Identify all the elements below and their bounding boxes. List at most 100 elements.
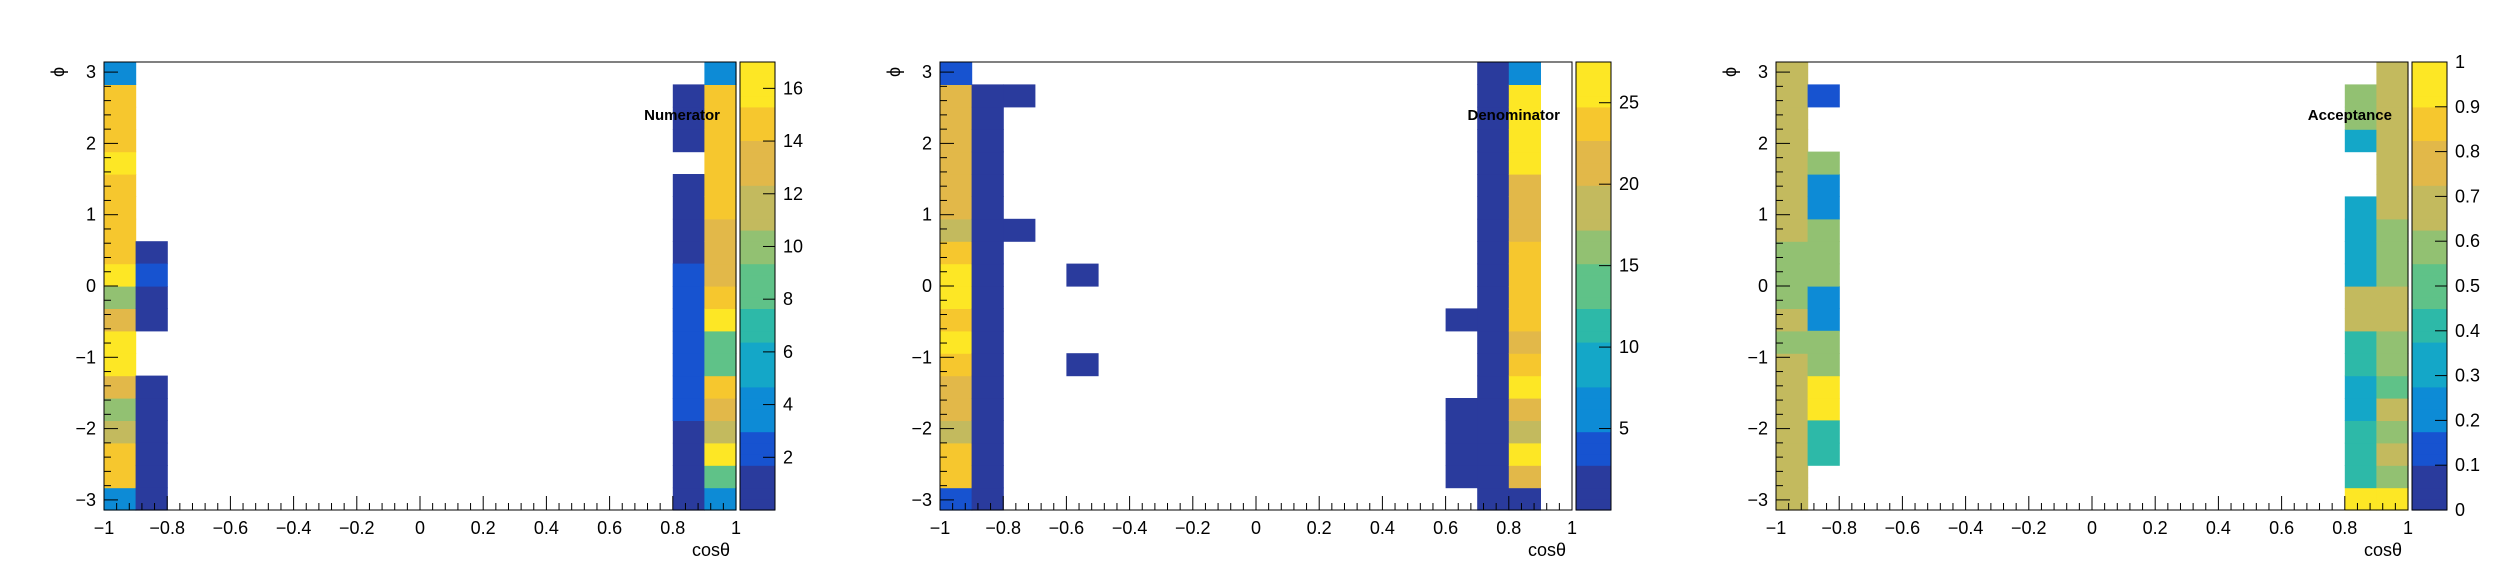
- colorbar-band: [1576, 476, 1611, 489]
- heatmap-cell: [1477, 174, 1510, 197]
- colorbar-tick-label: 0.6: [2455, 231, 2480, 251]
- x-tick-label: −0.2: [1175, 518, 1211, 538]
- heatmap-cell: [1477, 62, 1510, 85]
- heatmap-cell: [672, 263, 705, 287]
- heatmap-cell: [104, 308, 137, 332]
- heatmap-cell: [1477, 308, 1510, 332]
- heatmap-cell: [1807, 330, 1840, 354]
- heatmap-cell: [971, 174, 1004, 197]
- colorbar-band: [740, 151, 775, 164]
- heatmap-cell: [1477, 196, 1510, 220]
- colorbar-band: [740, 174, 775, 186]
- heatmap-cell: [940, 129, 973, 153]
- colorbar-band: [2412, 375, 2447, 388]
- heatmap-cell: [2344, 263, 2377, 287]
- x-tick-label: 1: [2403, 518, 2413, 538]
- colorbar-tick-label: 8: [783, 289, 793, 309]
- heatmap-cell: [1807, 151, 1840, 175]
- colorbar-band: [2412, 196, 2447, 209]
- heatmap-cell: [672, 487, 705, 511]
- heatmap-cell: [971, 353, 1004, 377]
- y-tick-label: 1: [1758, 205, 1768, 225]
- x-tick-label: 0.6: [597, 518, 622, 538]
- colorbar-band: [1576, 241, 1611, 253]
- colorbar-band: [2412, 465, 2447, 477]
- heatmap-cell: [2376, 174, 2409, 197]
- heatmap-cell: [1477, 442, 1510, 466]
- heatmap-cell: [1776, 286, 1809, 309]
- heatmap-cell: [1776, 62, 1809, 85]
- heatmap-cell: [135, 286, 168, 309]
- heatmap-cell: [2344, 84, 2377, 108]
- x-tick-label: 0.4: [534, 518, 559, 538]
- heatmap-cell: [2344, 286, 2377, 309]
- panel-title: Numerator: [644, 107, 720, 124]
- heatmap-cell: [1776, 353, 1809, 377]
- colorbar-tick-label: 0.3: [2455, 366, 2480, 386]
- heatmap-cell: [704, 62, 737, 85]
- colorbar-band: [2412, 84, 2447, 97]
- x-tick-label: 0.2: [1307, 518, 1332, 538]
- y-tick-label: 0: [86, 276, 96, 296]
- y-tick-label: −3: [75, 490, 96, 510]
- heatmap-cell: [1477, 106, 1510, 130]
- heatmap-cell: [704, 375, 737, 399]
- heatmap-cell: [1477, 420, 1510, 444]
- heatmap-cell: [2376, 106, 2409, 130]
- colorbar-band: [1576, 330, 1611, 343]
- heatmap-cell: [940, 263, 973, 287]
- colorbar-band: [1576, 218, 1611, 231]
- colorbar-band: [1576, 308, 1611, 321]
- heatmap-cell: [2376, 465, 2409, 489]
- plot-frame: [103, 61, 737, 511]
- heatmap-cell: [1776, 196, 1809, 220]
- heatmap-cell: [672, 218, 705, 242]
- colorbar-band: [1576, 386, 1611, 399]
- colorbar-band: [1576, 196, 1611, 209]
- colorbar-band: [740, 241, 775, 253]
- colorbar-band: [740, 252, 775, 265]
- heatmap-cell: [940, 84, 973, 108]
- x-tick-label: 0: [1251, 518, 1261, 538]
- heatmap-cell: [1807, 375, 1840, 399]
- colorbar-band: [1576, 465, 1611, 477]
- heatmap-cell: [2376, 487, 2409, 511]
- y-tick-label: 1: [922, 205, 932, 225]
- heatmap-cell: [2344, 375, 2377, 399]
- colorbar-tick-label: 10: [783, 236, 803, 256]
- heatmap-cell: [1445, 442, 1478, 466]
- heatmap-cell: [1445, 465, 1478, 489]
- chart-panel-2: −1 −0.8 −0.6 −0.4 −0.2 0 0.2 0.4 0.6 0.8 1 −3 −2 −1 0 1…: [1720, 52, 2480, 560]
- x-tick-label: −0.2: [2011, 518, 2047, 538]
- heatmap-cell: [940, 196, 973, 220]
- colorbar-band: [2412, 330, 2447, 343]
- colorbar-tick-label: 0.4: [2455, 321, 2480, 341]
- heatmap-cell: [1807, 442, 1840, 466]
- heatmap-cell: [1003, 84, 1036, 108]
- chart-panel-1: −1 −0.8 −0.6 −0.4 −0.2 0 0.2 0.4 0.6 0.8 1 −3 −2 −1 0 1…: [884, 61, 1639, 560]
- colorbar-frame: [739, 61, 776, 511]
- heatmap-cell: [135, 375, 168, 399]
- heatmap-cell: [1477, 84, 1510, 108]
- colorbar-band: [2412, 319, 2447, 332]
- colorbar-band: [2412, 286, 2447, 298]
- heatmap-cell: [1508, 129, 1541, 153]
- colorbar-band: [1576, 364, 1611, 377]
- colorbar-tick-label: 16: [783, 78, 803, 98]
- colorbar-band: [1576, 420, 1611, 433]
- heatmap-cell: [704, 465, 737, 489]
- heatmap-cell: [1807, 263, 1840, 287]
- heatmap-cell: [2344, 330, 2377, 354]
- colorbar-band: [1576, 84, 1611, 97]
- heatmap-cell: [704, 241, 737, 265]
- colorbar-band: [1576, 409, 1611, 421]
- x-tick-label: 0: [2087, 518, 2097, 538]
- heatmap-cell: [1508, 330, 1541, 354]
- heatmap-cell: [104, 196, 137, 220]
- heatmap-cell: [971, 465, 1004, 489]
- heatmap-cell: [672, 196, 705, 220]
- colorbar-tick-label: 15: [1619, 256, 1639, 276]
- heatmap-cell: [104, 330, 137, 354]
- x-axis-label: cosθ: [2364, 540, 2402, 560]
